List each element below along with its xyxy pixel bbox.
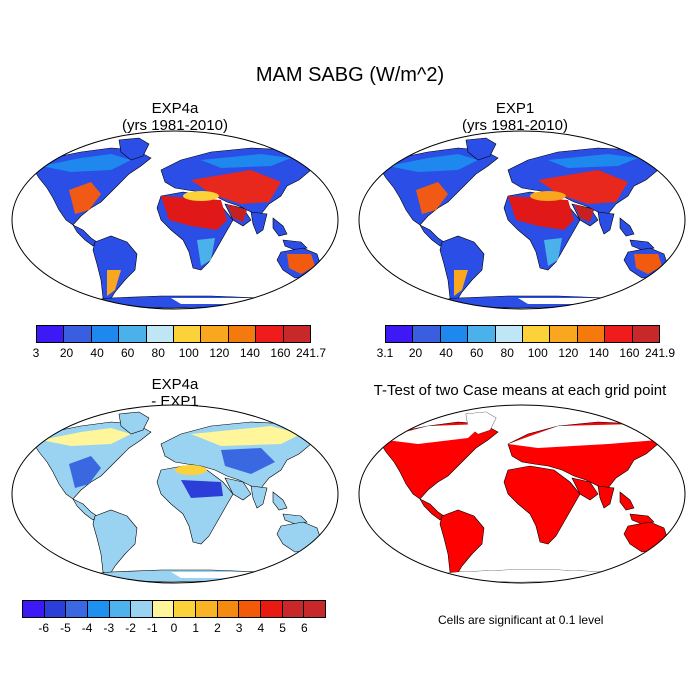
colorbar-diff-cell <box>174 601 197 617</box>
colorbar-diff-label: 0 <box>170 621 178 635</box>
colorbar-exp4a-label: 100 <box>178 346 199 360</box>
colorbar-exp4a-label: 20 <box>59 346 74 360</box>
colorbar-exp4a-label: 241.7 <box>295 346 327 360</box>
colorbar-exp1-cell <box>440 326 469 342</box>
colorbar-exp4a-labels: 3 20 40 60 80 100 120 140 160 241.7 <box>32 343 326 360</box>
colorbar-exp4a-label: 160 <box>270 346 291 360</box>
colorbar-exp4a: 3 20 40 60 80 100 120 140 160 241.7 <box>32 325 326 360</box>
panel-title-exp1-line1: EXP1 <box>495 100 535 117</box>
colorbar-exp4a-label: 60 <box>120 346 135 360</box>
map-ttest <box>358 404 686 584</box>
colorbar-diff-cell <box>196 601 218 617</box>
colorbar-diff: -6 -5 -4 -3 -2 -1 0 1 2 3 4 5 6 <box>22 600 326 635</box>
panel-title-exp4a-line1: EXP4a <box>151 100 199 117</box>
map-exp1 <box>358 130 686 310</box>
colorbar-diff-cell <box>282 601 305 617</box>
colorbar-diff-label: -6 <box>38 621 50 635</box>
colorbar-exp1-label: 160 <box>619 346 640 360</box>
colorbar-exp1-label: 120 <box>558 346 579 360</box>
colorbar-exp4a-label: 40 <box>90 346 104 360</box>
colorbar-diff-label: -4 <box>81 621 93 635</box>
colorbar-exp1-label: 80 <box>500 346 514 360</box>
colorbar-diff-cell <box>261 601 283 617</box>
colorbar-diff-cell <box>131 601 153 617</box>
colorbar-diff-labels: -6 -5 -4 -3 -2 -1 0 1 2 3 4 5 6 <box>22 618 326 635</box>
panel-title-exp4a-line2: (yrs 1981-2010) <box>122 117 228 134</box>
colorbar-exp1-cell <box>468 326 496 342</box>
colorbar-diff-label: -3 <box>103 621 115 635</box>
colorbar-exp1-label: 20 <box>408 346 423 360</box>
colorbar-exp1: 3.1 20 40 60 80 100 120 140 160 241.9 <box>377 325 675 360</box>
colorbar-exp1-cells <box>385 325 660 343</box>
colorbar-exp1-cell <box>413 326 441 342</box>
colorbar-diff-label: 5 <box>279 621 286 635</box>
colorbar-exp1-label: 40 <box>439 346 453 360</box>
colorbar-diff-label: 2 <box>214 621 221 635</box>
figure-title: MAM SABG (W/m^2) <box>255 64 445 86</box>
colorbar-diff-label: -1 <box>146 621 158 635</box>
colorbar-exp1-label: 100 <box>527 346 548 360</box>
colorbar-exp4a-label: 120 <box>209 346 230 360</box>
colorbar-exp4a-cell <box>228 326 257 342</box>
colorbar-exp1-cell <box>523 326 551 342</box>
colorbar-diff-label: -2 <box>125 621 136 635</box>
colorbar-exp4a-cells <box>36 325 311 343</box>
colorbar-diff-cell <box>44 601 67 617</box>
colorbar-exp4a-cell <box>174 326 202 342</box>
colorbar-exp1-cell <box>632 326 660 342</box>
colorbar-exp1-label: 60 <box>469 346 484 360</box>
panel-title-exp4a: EXP4a (yrs 1981-2010) <box>10 100 340 134</box>
colorbar-exp4a-cell <box>201 326 229 342</box>
colorbar-diff-cell <box>217 601 240 617</box>
colorbar-diff-cell <box>152 601 175 617</box>
colorbar-exp4a-cell <box>256 326 284 342</box>
colorbar-diff-label: 1 <box>192 621 200 635</box>
panel-title-ttest: T-Test of two Case means at each grid po… <box>373 382 667 399</box>
colorbar-exp1-label: 140 <box>588 346 609 360</box>
colorbar-diff-cell <box>23 601 45 617</box>
colorbar-exp4a-label: 3 <box>32 346 40 360</box>
panel-title-diff-line1: EXP4a <box>151 376 199 393</box>
panel-title-exp1-line2: (yrs 1981-2010) <box>462 117 568 134</box>
colorbar-exp4a-cell <box>119 326 147 342</box>
colorbar-exp1-cell <box>550 326 578 342</box>
significance-note: Cells are significant at 0.1 level <box>438 613 604 627</box>
colorbar-exp4a-cell <box>37 326 65 342</box>
colorbar-exp1-label: 3.1 <box>376 346 394 360</box>
colorbar-exp1-cell <box>577 326 606 342</box>
colorbar-exp1-label: 241.9 <box>644 346 676 360</box>
panel-title-exp1: EXP1 (yrs 1981-2010) <box>350 100 680 134</box>
colorbar-exp4a-label: 140 <box>239 346 260 360</box>
colorbar-exp1-cell <box>605 326 633 342</box>
colorbar-exp4a-cell <box>91 326 120 342</box>
colorbar-exp4a-cell <box>146 326 175 342</box>
colorbar-diff-label: 4 <box>257 621 265 635</box>
colorbar-exp1-cell <box>495 326 524 342</box>
colorbar-exp1-cell <box>386 326 414 342</box>
colorbar-exp4a-cell <box>64 326 92 342</box>
colorbar-exp1-labels: 3.1 20 40 60 80 100 120 140 160 241.9 <box>377 343 675 360</box>
colorbar-diff-cell <box>66 601 88 617</box>
colorbar-exp4a-cell <box>283 326 311 342</box>
colorbar-diff-label: -5 <box>60 621 71 635</box>
colorbar-diff-cells <box>22 600 326 618</box>
colorbar-exp4a-label: 80 <box>151 346 165 360</box>
colorbar-diff-cell <box>239 601 262 617</box>
map-exp4a <box>11 130 339 310</box>
colorbar-diff-cell <box>304 601 325 617</box>
colorbar-diff-cell <box>109 601 132 617</box>
colorbar-diff-label: 6 <box>300 621 308 635</box>
map-diff <box>11 404 339 584</box>
colorbar-diff-cell <box>87 601 110 617</box>
colorbar-diff-label: 3 <box>235 621 243 635</box>
